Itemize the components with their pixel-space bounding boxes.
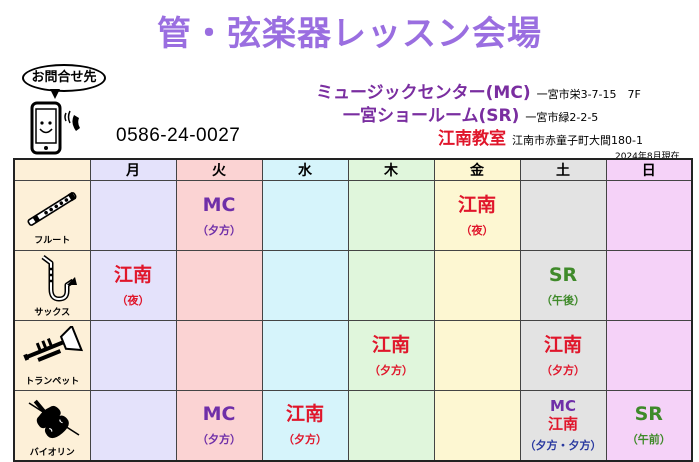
venue-mark: 江南 (371, 333, 410, 356)
schedule-cell-sun: SR （午前） (605, 390, 693, 461)
schedule-cell-fri (433, 250, 521, 321)
venue-mark: 江南 (543, 333, 582, 356)
schedule-row: トランペット 江南 （夕方） 江南 （夕方） (13, 320, 693, 391)
venue-address: 一宮市栄3-7-15 7F (536, 88, 641, 101)
saxophone-icon (15, 255, 90, 303)
violin-icon (15, 395, 90, 443)
schedule-cell-mon: 江南 （夜） (89, 250, 177, 321)
day-header-sat: 土 (519, 158, 607, 181)
schedule-cell-tue: MC （夕方） (175, 180, 263, 251)
schedule-cell-fri (433, 390, 521, 461)
venue-mark: MC (202, 193, 236, 216)
schedule-cell-wed: 江南 （夕方） (261, 390, 349, 461)
time-of-day: （夜） (460, 223, 494, 237)
phone-number: 0586-24-0027 (116, 125, 241, 146)
as-of-date: 2024年8月現在 (615, 152, 680, 162)
instrument-label: サックス (34, 308, 71, 318)
venue-mark: SR (548, 263, 578, 286)
schedule-cell-thu (347, 180, 435, 251)
schedule-cell-fri (433, 320, 521, 391)
day-header-sun: 日 (605, 158, 693, 181)
day-header-tue: 火 (175, 158, 263, 181)
schedule-row: バイオリン MC （夕方） 江南 （夕方） MC 江南 （夕方・夕方） SR （午前） (13, 390, 693, 461)
time-of-day: （午前） (626, 433, 671, 447)
venue-mark: 江南 (285, 403, 324, 426)
venue-mark: 江南 (113, 263, 152, 286)
schedule-cell-thu: 江南 （夕方） (347, 320, 435, 391)
contact-label: お問合せ先 (22, 64, 106, 92)
instrument-label: バイオリン (29, 447, 75, 458)
speech-bubble-tail (50, 89, 60, 99)
venue-name: ミュージックセンター(MC) (316, 83, 531, 103)
schedule-cell-thu (347, 250, 435, 321)
schedule-cell-sat: MC 江南 （夕方・夕方） (519, 390, 607, 461)
schedule-cell-sun (605, 180, 693, 251)
day-header-row: 月 火 水 木 金 土 日 (13, 158, 693, 181)
instrument-cell: トランペット (13, 320, 91, 391)
time-of-day: （夕方） (541, 363, 585, 377)
instrument-cell: バイオリン (13, 390, 91, 461)
schedule-row: フルート MC （夕方） 江南 （夜） (13, 180, 693, 251)
schedule-cell-sun (605, 320, 693, 391)
venue-mark: MC (202, 403, 236, 426)
venue-name: 江南教室 (438, 129, 506, 149)
schedule-cell-wed (261, 180, 349, 251)
schedule-cell-sat: SR （午後） (519, 250, 607, 321)
schedule-cell-wed (261, 250, 349, 321)
schedule-cell-sat: 江南 （夕方） (519, 320, 607, 391)
lesson-schedule-table: 月 火 水 木 金 土 日 フルート MC （夕方） 江南 （夜） サックス 江南 （夜） SR… (13, 158, 693, 462)
venue-mark: MC (550, 397, 576, 416)
flute-icon (15, 187, 90, 231)
time-of-day: （夜） (116, 293, 150, 307)
venue-konan: 江南教室 江南市赤童子町大間180-1 (438, 124, 699, 149)
time-of-day: （夕方） (197, 223, 241, 237)
instrument-cell: フルート (13, 180, 91, 251)
schedule-cell-wed (261, 320, 349, 391)
day-header-mon: 月 (89, 158, 177, 181)
venue-name: 一宮ショールーム(SR) (343, 106, 520, 126)
instrument-cell: サックス (13, 250, 91, 321)
day-header-fri: 金 (433, 158, 521, 181)
schedule-cell-sun (605, 250, 693, 321)
smartphone-icon (30, 101, 80, 155)
time-of-day: （夕方・夕方） (524, 439, 602, 453)
time-of-day: （夕方） (369, 363, 413, 377)
trumpet-icon (15, 326, 90, 372)
schedule-cell-fri: 江南 （夜） (433, 180, 521, 251)
venue-mark: SR (634, 403, 663, 426)
venue-address: 江南市赤童子町大間180-1 (512, 134, 643, 147)
schedule-cell-tue (175, 320, 263, 391)
instrument-label: トランペット (25, 377, 80, 387)
day-header-wed: 水 (261, 158, 349, 181)
schedule-cell-tue (175, 250, 263, 321)
time-of-day: （夕方） (197, 433, 241, 447)
schedule-cell-mon (89, 320, 177, 391)
schedule-cell-mon (89, 390, 177, 461)
instrument-label: フルート (34, 236, 71, 246)
venue-mark: 江南 (457, 193, 496, 216)
day-header-thu: 木 (347, 158, 435, 181)
page-title: 管・弦楽器レッスン会場 (157, 14, 542, 54)
schedule-cell-thu (347, 390, 435, 461)
venue-mc: ミュージックセンター(MC) 一宮市栄3-7-15 7F (316, 78, 699, 103)
time-of-day: （午後） (541, 293, 585, 307)
venue-sr: 一宮ショールーム(SR) 一宮市緑2-2-5 (343, 101, 699, 126)
schedule-cell-mon (89, 180, 177, 251)
venue-mark: 江南 (547, 415, 578, 434)
time-of-day: （夕方） (283, 433, 327, 447)
schedule-cell-sat (519, 180, 607, 251)
schedule-row: サックス 江南 （夜） SR （午後） (13, 250, 693, 321)
schedule-cell-tue: MC （夕方） (175, 390, 263, 461)
corner-cell (13, 158, 91, 181)
venue-address: 一宮市緑2-2-5 (525, 111, 599, 124)
